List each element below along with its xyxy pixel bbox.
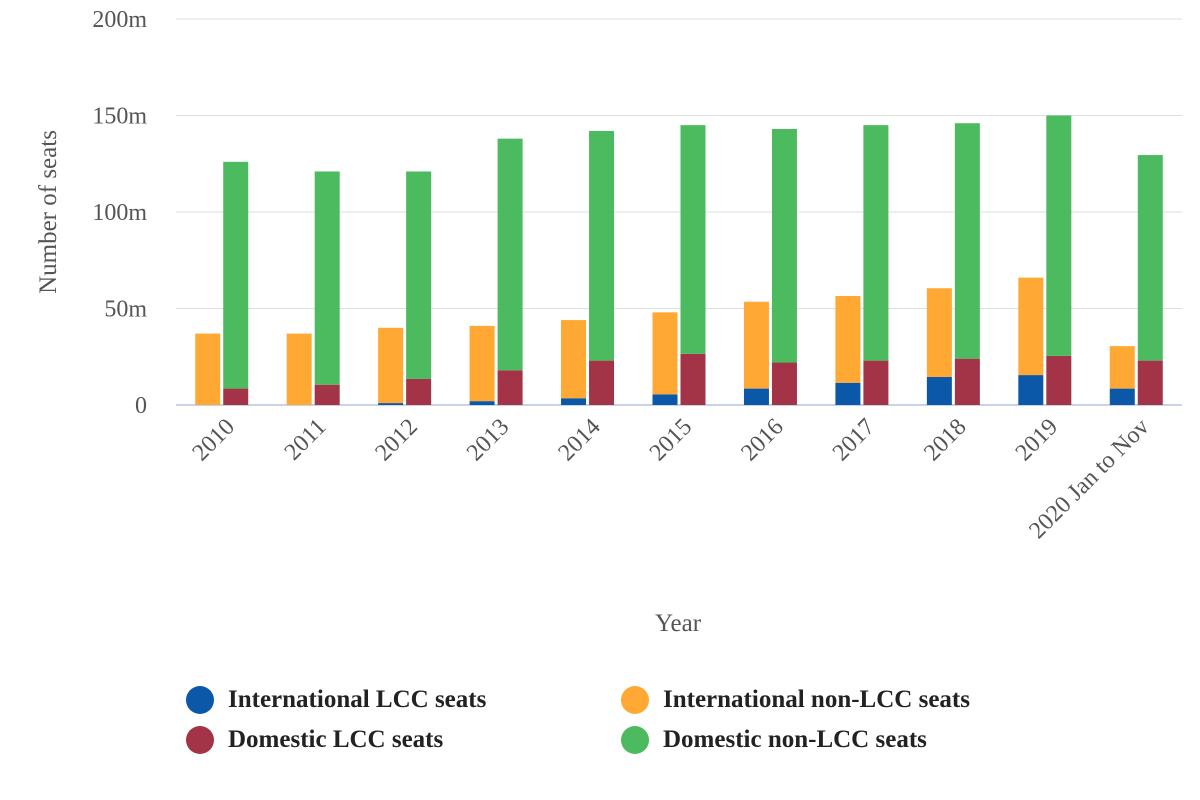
bar-segment-domestic-lcc-seats[interactable] xyxy=(497,370,523,405)
x-tick-label: 2019 xyxy=(1011,414,1063,466)
bar-segment-domestic-lcc-seats[interactable] xyxy=(589,360,615,405)
bar-segment-international-non-lcc-seats[interactable] xyxy=(286,333,312,405)
legend-label: International non-LCC seats xyxy=(663,686,970,713)
bar-segment-international-non-lcc-seats[interactable] xyxy=(1018,277,1044,376)
bar-segment-domestic-lcc-seats[interactable] xyxy=(771,362,797,405)
bar-segment-domestic-lcc-seats[interactable] xyxy=(954,358,980,405)
bar-segment-international-lcc-seats[interactable] xyxy=(561,398,587,405)
legend-swatch-domestic-non-lcc xyxy=(621,726,649,754)
y-tick-label: 150m xyxy=(92,104,147,130)
bar-segment-international-non-lcc-seats[interactable] xyxy=(1109,346,1135,389)
x-tick-label: 2011 xyxy=(280,414,332,466)
y-tick-label: 0 xyxy=(135,393,147,419)
bar-segment-international-non-lcc-seats[interactable] xyxy=(835,295,861,383)
bar-segment-domestic-non-lcc-seats[interactable] xyxy=(863,125,889,361)
bar-segment-international-non-lcc-seats[interactable] xyxy=(195,333,221,405)
legend-item-international-lcc[interactable]: International LCC seats xyxy=(186,680,486,720)
legend-swatch-international-lcc xyxy=(186,686,214,714)
bar-segment-domestic-non-lcc-seats[interactable] xyxy=(680,125,706,354)
bar-segment-domestic-non-lcc-seats[interactable] xyxy=(1046,115,1072,356)
bar-segment-domestic-lcc-seats[interactable] xyxy=(406,378,432,405)
bars xyxy=(195,115,1163,405)
bar-segment-international-non-lcc-seats[interactable] xyxy=(652,312,678,395)
bar-segment-domestic-non-lcc-seats[interactable] xyxy=(589,130,615,361)
legend-swatch-domestic-lcc xyxy=(186,726,214,754)
legend-item-international-non-lcc[interactable]: International non-LCC seats xyxy=(621,680,970,720)
y-axis-title: Number of seats xyxy=(35,130,62,294)
y-tick-label: 100m xyxy=(92,200,147,226)
bar-segment-domestic-lcc-seats[interactable] xyxy=(1137,360,1163,405)
y-tick-label: 200m xyxy=(92,7,147,33)
y-tick-labels: 0 50m 100m 150m 200m xyxy=(92,7,147,419)
y-tick-label: 50m xyxy=(104,297,147,323)
bar-segment-international-lcc-seats[interactable] xyxy=(1109,388,1135,405)
x-tick-label: 2015 xyxy=(645,414,697,466)
bar-segment-domestic-non-lcc-seats[interactable] xyxy=(314,171,340,385)
bar-segment-domestic-non-lcc-seats[interactable] xyxy=(406,171,432,379)
bar-segment-domestic-lcc-seats[interactable] xyxy=(863,360,889,405)
bar-segment-domestic-lcc-seats[interactable] xyxy=(680,353,706,405)
x-tick-label: 2012 xyxy=(371,414,423,466)
x-tick-labels: 2010 2011 2012 2013 2014 2015 2016 2017 2018 2019… xyxy=(188,414,1155,544)
legend-item-domestic-lcc[interactable]: Domestic LCC seats xyxy=(186,720,443,760)
x-tick-label: 2016 xyxy=(736,414,788,466)
legend-label: Domestic LCC seats xyxy=(228,726,444,753)
gridlines xyxy=(176,18,1182,406)
bar-segment-domestic-lcc-seats[interactable] xyxy=(1046,355,1072,405)
bar-segment-domestic-lcc-seats[interactable] xyxy=(223,388,249,405)
bar-segment-domestic-non-lcc-seats[interactable] xyxy=(771,129,797,363)
legend-swatch-international-non-lcc xyxy=(621,686,649,714)
bar-segment-domestic-non-lcc-seats[interactable] xyxy=(954,123,980,359)
x-tick-label: 2018 xyxy=(919,414,971,466)
bar-segment-domestic-lcc-seats[interactable] xyxy=(314,384,340,405)
bar-segment-international-non-lcc-seats[interactable] xyxy=(469,325,495,402)
legend: International LCC seats International no… xyxy=(186,680,1086,770)
bar-segment-international-lcc-seats[interactable] xyxy=(469,401,495,405)
bar-segment-international-lcc-seats[interactable] xyxy=(835,382,861,405)
bar-segment-international-lcc-seats[interactable] xyxy=(652,394,678,405)
legend-item-domestic-non-lcc[interactable]: Domestic non-LCC seats xyxy=(621,720,927,760)
bar-segment-international-non-lcc-seats[interactable] xyxy=(378,327,404,404)
bar-segment-international-lcc-seats[interactable] xyxy=(1018,375,1044,405)
x-tick-label: 2010 xyxy=(188,414,240,466)
bar-segment-domestic-non-lcc-seats[interactable] xyxy=(1137,155,1163,361)
bar-segment-international-non-lcc-seats[interactable] xyxy=(926,288,952,378)
legend-label: International LCC seats xyxy=(228,686,487,713)
x-tick-label: 2014 xyxy=(553,414,605,466)
bar-segment-international-non-lcc-seats[interactable] xyxy=(561,320,587,399)
x-tick-label: 2017 xyxy=(828,414,880,466)
bar-segment-domestic-non-lcc-seats[interactable] xyxy=(223,161,249,389)
bar-segment-international-lcc-seats[interactable] xyxy=(743,388,769,405)
legend-label: Domestic non-LCC seats xyxy=(663,726,927,753)
bar-segment-international-lcc-seats[interactable] xyxy=(378,403,404,405)
bar-segment-domestic-non-lcc-seats[interactable] xyxy=(497,138,523,371)
bar-segment-international-non-lcc-seats[interactable] xyxy=(743,301,769,389)
bar-segment-international-lcc-seats[interactable] xyxy=(926,377,952,405)
x-axis-title: Year xyxy=(655,610,702,637)
x-tick-label: 2013 xyxy=(462,414,514,466)
